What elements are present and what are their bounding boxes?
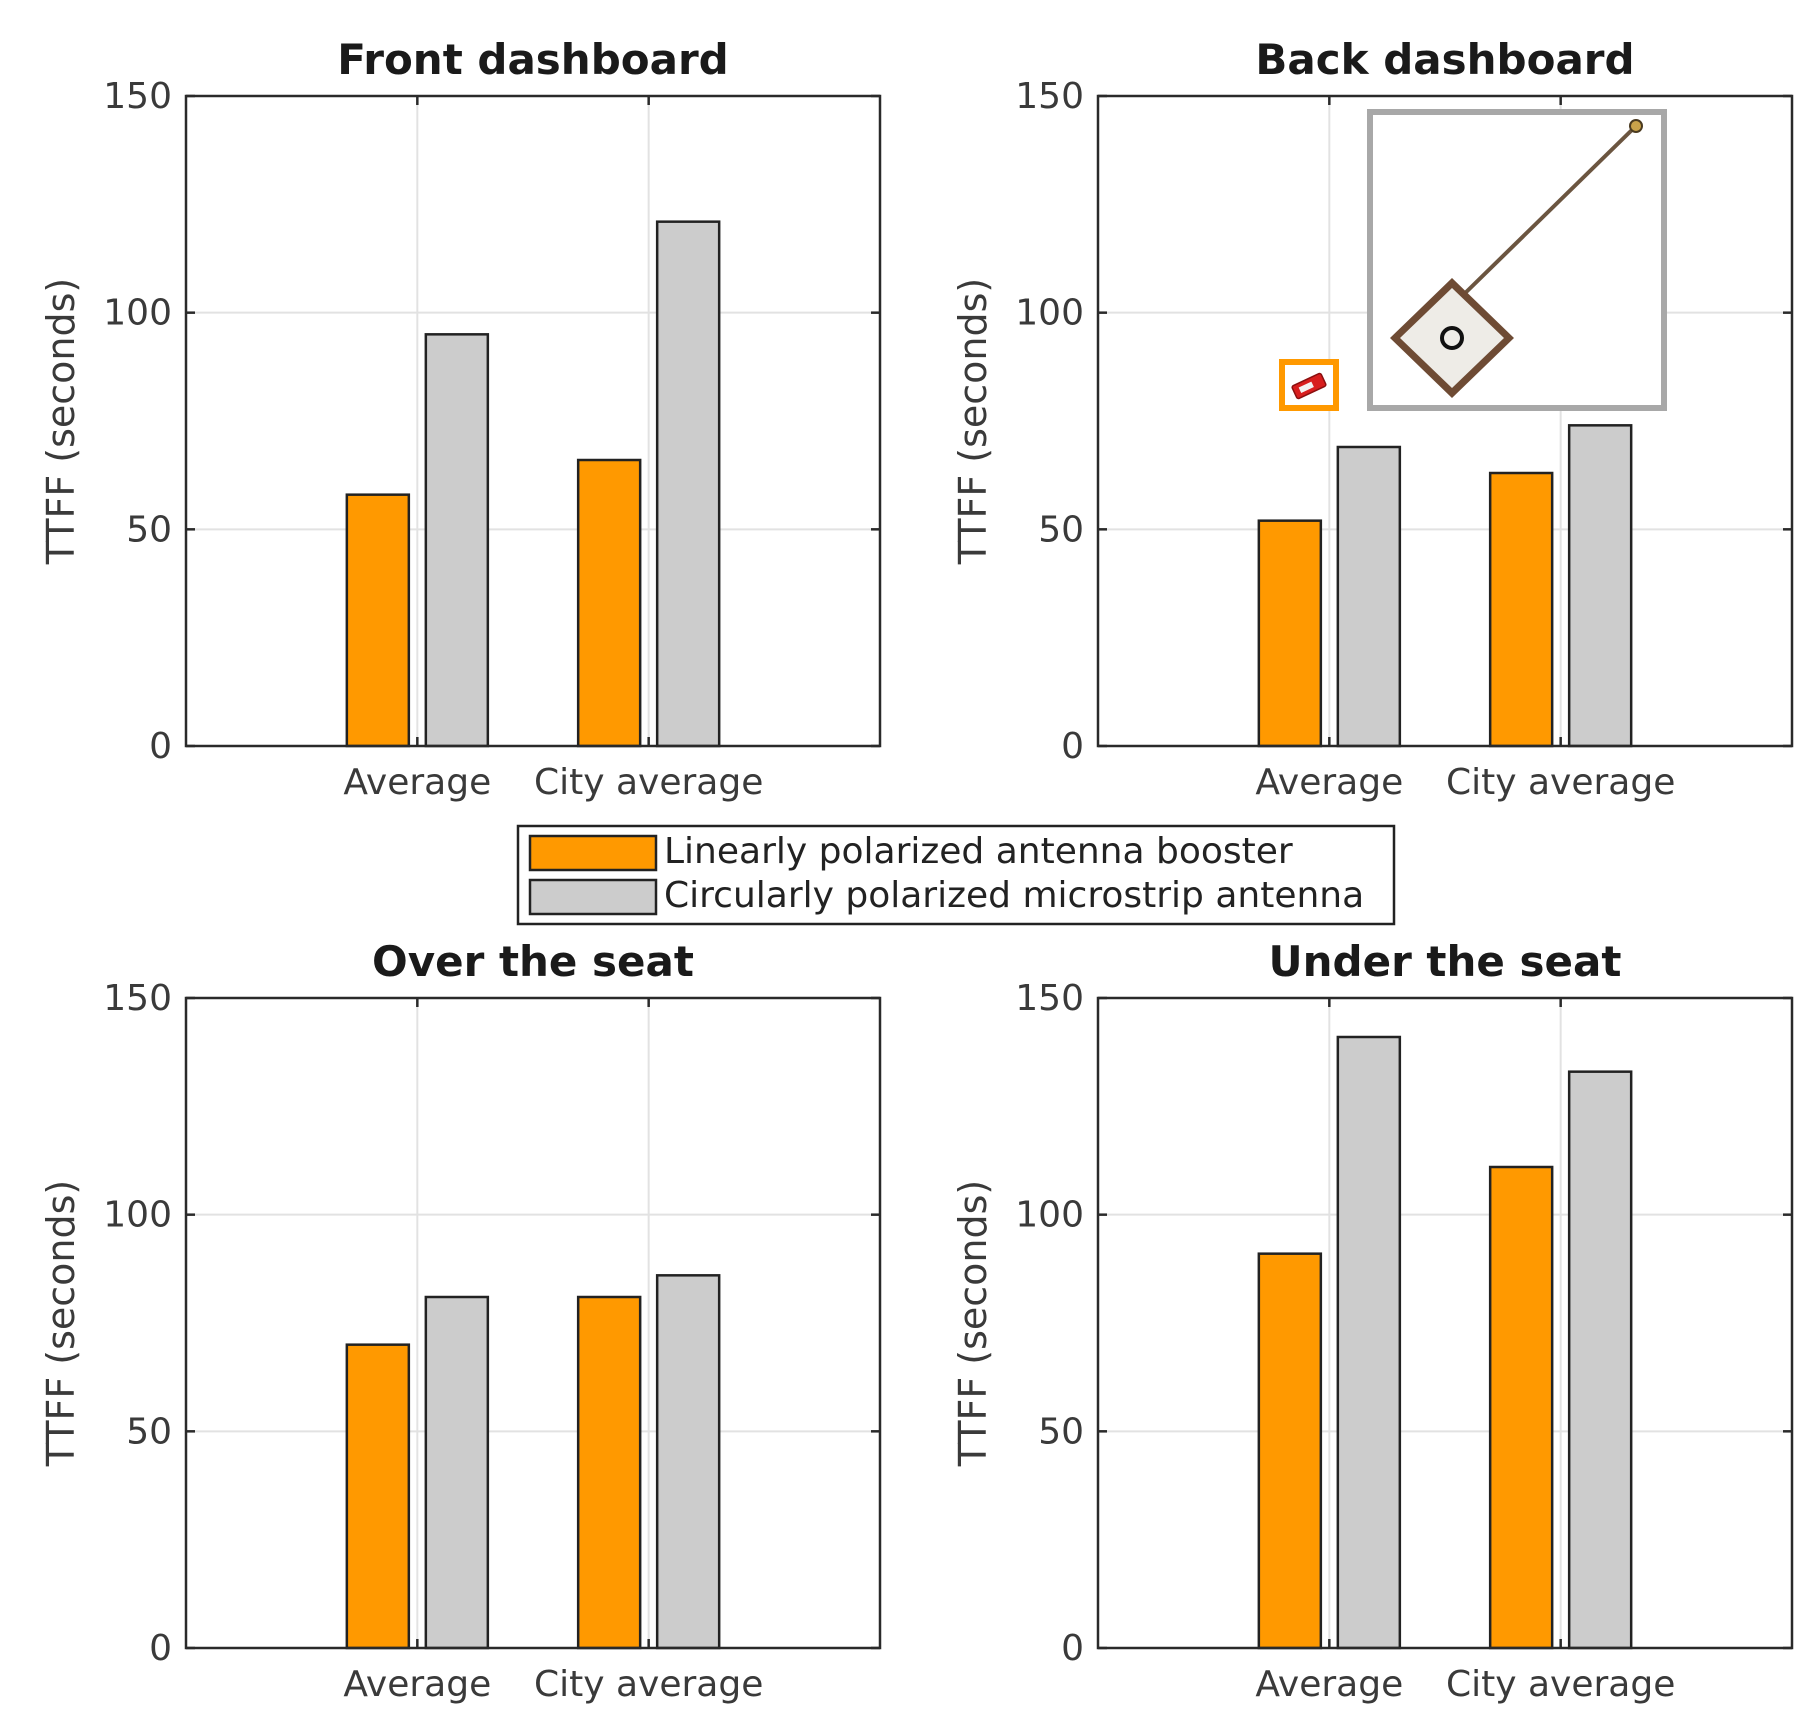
y-tick-label: 150 bbox=[1015, 76, 1084, 117]
bar-linear-average bbox=[345, 1343, 411, 1650]
x-tick-label: City average bbox=[534, 762, 763, 803]
x-tick-label: City average bbox=[1446, 762, 1675, 803]
bar-circular-average bbox=[424, 333, 490, 748]
y-tick-label: 0 bbox=[149, 1628, 172, 1669]
x-tick-label: Average bbox=[1255, 1664, 1403, 1705]
y-tick-label: 0 bbox=[149, 726, 172, 767]
bar-linear-city-average bbox=[576, 458, 642, 748]
y-tick-label: 100 bbox=[1015, 293, 1084, 334]
bar-linear-city-average bbox=[576, 1295, 642, 1650]
plot-area bbox=[186, 998, 880, 1648]
antenna-booster-chip-icon bbox=[1291, 372, 1327, 400]
bar-linear-average bbox=[345, 493, 411, 748]
bar-linear-city-average bbox=[1488, 471, 1554, 748]
x-tick-label: City average bbox=[1446, 1664, 1675, 1705]
bar-circular-average bbox=[1336, 1035, 1402, 1650]
plot-area bbox=[186, 96, 880, 746]
antenna-booster-inset bbox=[1279, 359, 1339, 411]
y-tick-label: 150 bbox=[103, 978, 172, 1019]
y-tick-label: 0 bbox=[1061, 726, 1084, 767]
y-axis-label: TTFF (seconds) bbox=[39, 1180, 83, 1468]
bar-linear-city-average bbox=[1488, 1165, 1554, 1650]
y-tick-label: 100 bbox=[1015, 1195, 1084, 1236]
y-tick-label: 150 bbox=[1015, 978, 1084, 1019]
axes-box bbox=[1096, 94, 1794, 748]
bar-circular-average bbox=[424, 1295, 490, 1650]
patch-antenna-frame bbox=[1367, 109, 1667, 411]
chart-title: Over the seat bbox=[372, 937, 694, 986]
bar-circular-city-average bbox=[1567, 1070, 1633, 1650]
axes-box bbox=[184, 94, 882, 748]
y-tick-label: 50 bbox=[126, 1411, 172, 1452]
bar-circular-city-average bbox=[655, 1274, 721, 1650]
x-tick-label: Average bbox=[1255, 762, 1403, 803]
patch-antenna-inset bbox=[1367, 109, 1667, 411]
chart-panel-2: 0 50 100 150 Average City average Back dashboa… bbox=[951, 35, 1794, 803]
y-tick-label: 50 bbox=[1038, 509, 1084, 550]
y-tick-label: 50 bbox=[126, 509, 172, 550]
y-tick-label: 100 bbox=[103, 1195, 172, 1236]
chart-title: Back dashboard bbox=[1255, 35, 1634, 84]
chart-panel-4: 0 50 100 150 Average City average Under the se… bbox=[951, 937, 1794, 1705]
legend: Linearly polarized antenna booster Circu… bbox=[516, 824, 1396, 926]
plot-area bbox=[1098, 998, 1792, 1648]
chart-panel-1: 0 50 100 150 Average City average Front dashbo… bbox=[39, 35, 882, 803]
bar-circular-city-average bbox=[655, 220, 721, 748]
legend-swatch-circular bbox=[528, 878, 658, 916]
patch-antenna-with-cable-icon bbox=[1390, 119, 1643, 398]
bar-linear-average bbox=[1257, 519, 1323, 748]
legend-box bbox=[516, 824, 1396, 926]
charts-grid: 0 50 100 150 Average City average Front dashbo… bbox=[39, 35, 1794, 1705]
chart-title: Front dashboard bbox=[337, 35, 729, 84]
y-tick-label: 0 bbox=[1061, 1628, 1084, 1669]
x-tick-label: Average bbox=[343, 1664, 491, 1705]
y-axis-label: TTFF (seconds) bbox=[951, 1180, 995, 1468]
legend-swatch-linear bbox=[528, 834, 658, 872]
y-tick-label: 150 bbox=[103, 76, 172, 117]
bar-circular-city-average bbox=[1567, 424, 1633, 748]
legend-label-linear: Linearly polarized antenna booster bbox=[664, 831, 1293, 872]
bar-linear-average bbox=[1257, 1252, 1323, 1650]
bar-circular-average bbox=[1336, 445, 1402, 748]
y-tick-label: 100 bbox=[103, 293, 172, 334]
chart-panel-3: 0 50 100 150 Average City average Over the sea… bbox=[39, 937, 882, 1705]
x-tick-label: City average bbox=[534, 1664, 763, 1705]
antenna-booster-frame bbox=[1279, 359, 1339, 411]
axes-box bbox=[184, 996, 882, 1650]
y-axis-label: TTFF (seconds) bbox=[39, 278, 83, 566]
axes-box bbox=[1096, 996, 1794, 1650]
legend-label-circular: Circularly polarized microstrip antenna bbox=[664, 875, 1364, 916]
chart-title: Under the seat bbox=[1269, 937, 1622, 986]
x-tick-label: Average bbox=[343, 762, 491, 803]
y-tick-label: 50 bbox=[1038, 1411, 1084, 1452]
y-axis-label: TTFF (seconds) bbox=[951, 278, 995, 566]
